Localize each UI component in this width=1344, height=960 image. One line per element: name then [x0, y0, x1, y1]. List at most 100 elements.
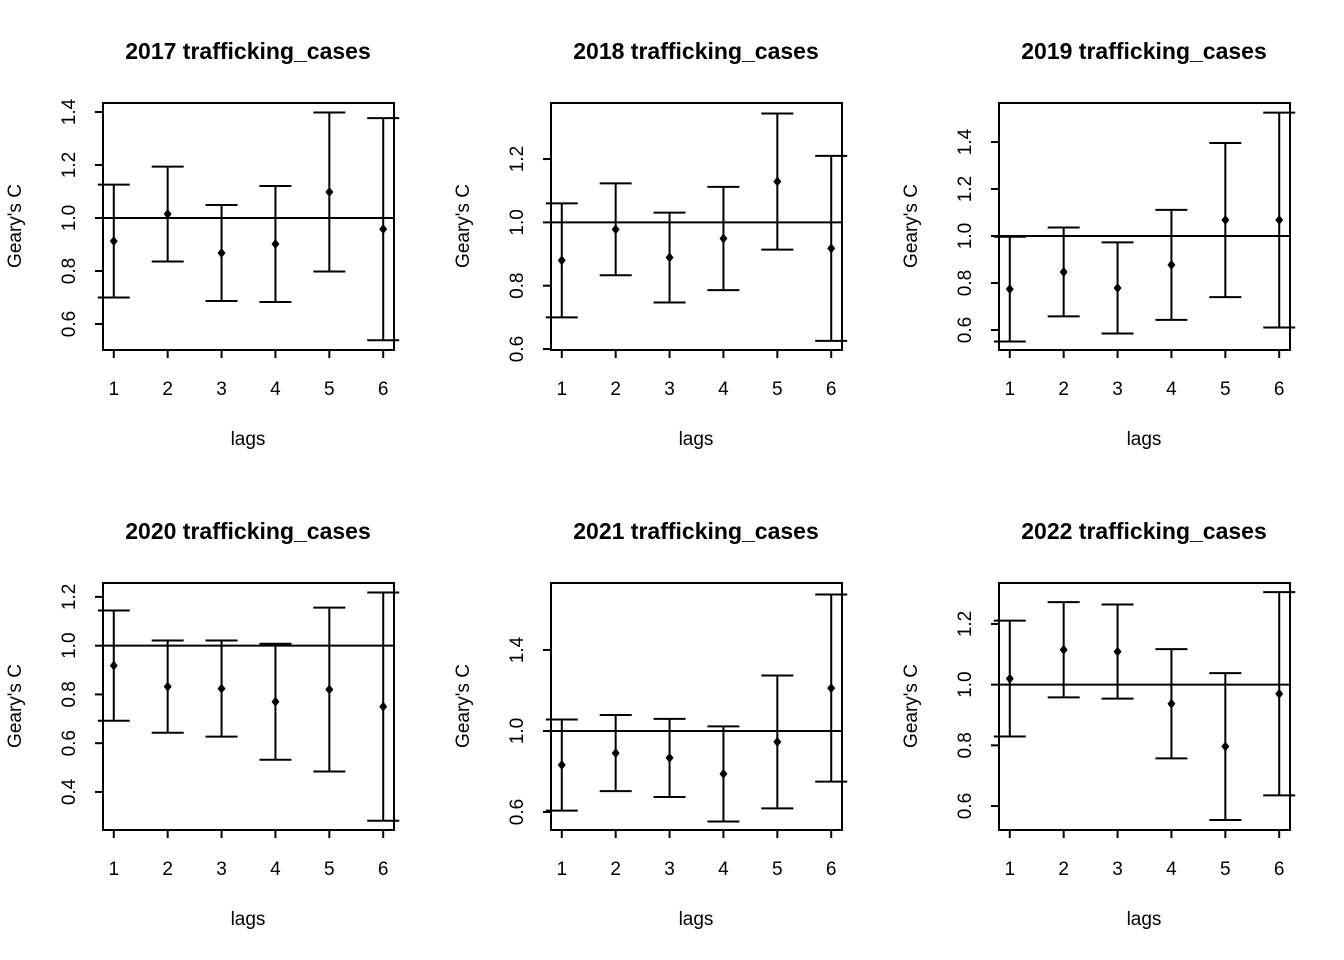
point [719, 768, 728, 779]
x-axis-label: lags [1127, 429, 1162, 450]
x-tick-label: 2 [1058, 379, 1069, 400]
x-tick-label: 1 [1004, 859, 1015, 880]
y-tick-label: 1.0 [59, 205, 80, 231]
point [379, 224, 388, 235]
point [1167, 259, 1176, 270]
x-tick-label: 4 [1166, 859, 1177, 880]
x-tick-label: 3 [664, 379, 675, 400]
point [109, 236, 118, 247]
y-axis-label: Geary's C [453, 664, 474, 748]
y-axis-label: Geary's C [901, 184, 922, 268]
point [163, 209, 172, 220]
point [557, 760, 566, 771]
x-axis-label: lags [1127, 909, 1162, 930]
point [1275, 215, 1284, 226]
x-tick-label: 5 [1220, 379, 1231, 400]
point [325, 684, 334, 695]
plot-frame [102, 102, 395, 351]
x-tick-label: 1 [108, 859, 119, 880]
x-tick-label: 4 [270, 859, 281, 880]
plot-frame [550, 582, 843, 831]
point [611, 224, 620, 235]
x-tick-label: 4 [270, 379, 281, 400]
y-tick-label: 1.4 [507, 636, 528, 663]
y-tick-label: 0.6 [59, 730, 80, 756]
y-tick-label: 0.6 [507, 336, 528, 362]
y-tick-label: 0.8 [955, 732, 976, 758]
x-tick-label: 2 [1058, 859, 1069, 880]
point [827, 243, 836, 254]
point [325, 187, 334, 198]
y-tick-label: 1.0 [507, 718, 528, 744]
x-tick-label: 5 [324, 859, 335, 880]
x-tick-label: 3 [664, 859, 675, 880]
point [271, 238, 280, 249]
point [109, 660, 118, 671]
point [1059, 266, 1068, 277]
x-tick-label: 6 [826, 859, 837, 880]
x-axis-label: lags [679, 909, 714, 930]
x-tick-label: 5 [1220, 859, 1231, 880]
y-tick-label: 0.4 [59, 778, 80, 805]
point [1005, 284, 1014, 295]
x-tick-label: 3 [216, 859, 227, 880]
x-tick-label: 6 [1274, 859, 1285, 880]
x-tick-label: 3 [1112, 379, 1123, 400]
x-tick-label: 5 [772, 859, 783, 880]
x-tick-label: 1 [108, 379, 119, 400]
y-tick-label: 0.6 [955, 317, 976, 343]
chart-title: 2020 trafficking_cases [125, 518, 371, 544]
point [271, 696, 280, 707]
x-tick-label: 2 [162, 859, 173, 880]
x-axis-label: lags [231, 429, 266, 450]
point [1113, 282, 1122, 293]
point [1005, 673, 1014, 684]
x-tick-label: 2 [610, 859, 621, 880]
x-tick-label: 4 [718, 379, 729, 400]
point [1275, 688, 1284, 699]
point [773, 736, 782, 747]
y-tick-label: 1.0 [955, 671, 976, 697]
x-tick-label: 4 [718, 859, 729, 880]
y-tick-label: 1.0 [955, 223, 976, 249]
y-tick-label: 1.4 [955, 128, 976, 155]
x-tick-label: 6 [378, 859, 389, 880]
point [217, 248, 226, 259]
y-tick-label: 0.8 [955, 270, 976, 296]
x-tick-label: 3 [1112, 859, 1123, 880]
point [773, 176, 782, 187]
x-tick-label: 1 [556, 859, 567, 880]
y-tick-label: 0.6 [955, 793, 976, 819]
point [665, 252, 674, 263]
chart-title: 2019 trafficking_cases [1021, 38, 1267, 64]
y-tick-label: 1.0 [59, 632, 80, 658]
y-tick-label: 0.6 [59, 311, 80, 337]
point [611, 748, 620, 759]
x-tick-label: 2 [162, 379, 173, 400]
chart-title: 2022 trafficking_cases [1021, 518, 1267, 544]
x-tick-label: 1 [1004, 379, 1015, 400]
chart-title: 2018 trafficking_cases [573, 38, 819, 64]
y-tick-label: 0.6 [507, 799, 528, 825]
point [665, 752, 674, 763]
x-tick-label: 6 [826, 379, 837, 400]
y-tick-label: 1.2 [955, 611, 976, 637]
x-tick-label: 6 [1274, 379, 1285, 400]
x-tick-label: 2 [610, 379, 621, 400]
y-tick-label: 0.8 [59, 681, 80, 707]
chart-title: 2021 trafficking_cases [573, 518, 819, 544]
point [1113, 646, 1122, 657]
point [217, 683, 226, 694]
x-axis-label: lags [231, 909, 266, 930]
y-axis-label: Geary's C [5, 664, 26, 748]
y-tick-label: 1.2 [59, 152, 80, 178]
point [1221, 215, 1230, 226]
point [1221, 741, 1230, 752]
point [379, 701, 388, 712]
point [827, 683, 836, 694]
